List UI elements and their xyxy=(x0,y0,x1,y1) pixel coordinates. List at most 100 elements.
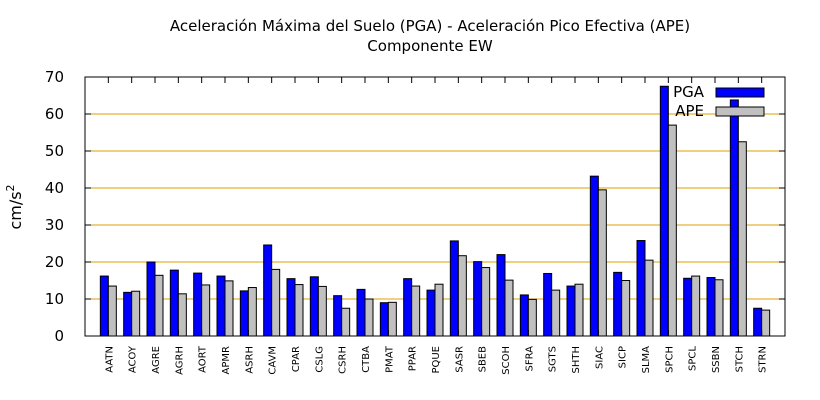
bar-ape-aort xyxy=(201,284,211,337)
bar-pga-spcl xyxy=(683,277,693,337)
bar-pga-sicp xyxy=(613,271,623,337)
bar-pga-acoy xyxy=(123,291,133,337)
x-tick-label: SIAC xyxy=(594,346,605,369)
y-tick-label: 50 xyxy=(45,142,64,160)
y-tick-label: 20 xyxy=(45,253,64,271)
x-ticks: AATN ACOY AGRE AGRH AORT APMR ASRH CAVM CPAR CSLG… xyxy=(104,77,769,375)
x-tick-label: CPAR xyxy=(291,346,302,372)
bar-pga-asrh xyxy=(239,290,249,337)
x-tick-label: ACOY xyxy=(128,345,139,373)
bar-pga-apmr xyxy=(216,275,226,337)
bar-pga-sbeb xyxy=(473,261,483,337)
bar-pga-sgts xyxy=(543,272,553,337)
x-tick-label: PPAR xyxy=(408,346,419,371)
bar-pga-ctba xyxy=(356,288,366,337)
bar-pga-strn xyxy=(753,307,763,337)
bar-pga-agre xyxy=(146,261,156,337)
x-tick-label: PMAT xyxy=(384,345,395,373)
bar-ape-strn xyxy=(761,309,771,337)
y-axis-label-base: cm/s xyxy=(6,191,25,229)
bar-pga-pque xyxy=(426,289,436,337)
x-tick-label: CSLG xyxy=(314,346,325,373)
chart-title: Aceleración Máxima del Suelo (PGA) - Ace… xyxy=(170,17,690,35)
bar-ape-pque xyxy=(434,283,444,337)
bar-ape-cslg xyxy=(317,285,327,337)
x-tick-label: SLMA xyxy=(641,346,652,374)
x-tick-label: SBEB xyxy=(478,346,489,373)
bar-ape-apmr xyxy=(224,280,234,337)
x-tick-label: STRN xyxy=(758,346,769,373)
bar-pga-sasr xyxy=(449,240,459,337)
x-tick-label: STCH xyxy=(734,346,745,372)
bar-ape-acoy xyxy=(131,290,141,337)
gridlines xyxy=(85,113,785,300)
y-axis-label: cm/s2 xyxy=(4,184,25,229)
bar-pga-ppar xyxy=(403,278,413,337)
plot-frame xyxy=(84,76,786,337)
bar-pga-stch xyxy=(729,99,739,337)
bar-ape-agre xyxy=(154,274,164,337)
bar-pga-slma xyxy=(636,240,646,337)
x-tick-label: SSBN xyxy=(711,346,722,373)
bar-ape-pmat xyxy=(387,301,397,337)
bar-ape-shth xyxy=(574,283,584,337)
bar-ape-siac xyxy=(597,189,607,337)
bar-ape-aatn xyxy=(107,285,117,337)
bar-ape-spch xyxy=(667,124,677,337)
x-tick-label: SPCL xyxy=(688,346,699,371)
y-ticks: 0 10 20 30 40 50 60 70 xyxy=(45,68,785,345)
bar-pga-siac xyxy=(589,175,599,337)
bar-ape-scoh xyxy=(504,279,514,337)
bar-ape-asrh xyxy=(247,287,257,337)
chart-subtitle: Componente EW xyxy=(367,37,493,55)
x-tick-label: SGTS xyxy=(548,346,559,372)
bar-pga-scoh xyxy=(496,254,506,337)
x-tick-label: AGRH xyxy=(174,346,185,375)
bar-pga-spch xyxy=(659,85,669,337)
y-tick-label: 0 xyxy=(54,327,64,345)
bar-pga-csrh xyxy=(333,295,343,337)
bar-ape-sicp xyxy=(621,280,631,337)
bar-pga-pmat xyxy=(379,302,389,337)
bar-ape-slma xyxy=(644,259,654,337)
bar-pga-cslg xyxy=(309,276,319,337)
bar-ape-cpar xyxy=(294,284,304,337)
x-tick-label: APMR xyxy=(221,346,232,374)
bar-ape-cavm xyxy=(271,268,281,337)
bar-pga-cpar xyxy=(286,278,296,337)
bar-ape-stch xyxy=(737,141,747,337)
x-tick-label: SFRA xyxy=(524,346,535,372)
x-tick-label: CAVM xyxy=(268,346,279,375)
bar-pga-shth xyxy=(566,285,576,337)
bar-pga-cavm xyxy=(263,244,273,337)
bar-pga-sfra xyxy=(519,294,529,337)
bars xyxy=(99,85,771,337)
y-tick-label: 40 xyxy=(45,179,64,197)
legend-swatch-pga xyxy=(715,87,765,98)
x-tick-label: SCOH xyxy=(501,346,512,375)
legend-label-pga: PGA xyxy=(673,83,705,101)
x-tick-label: AORT xyxy=(198,345,209,373)
bar-pga-agrh xyxy=(169,269,179,337)
y-tick-label: 70 xyxy=(45,68,64,86)
bar-ape-ctba xyxy=(364,298,374,337)
x-tick-label: PQUE xyxy=(431,346,442,374)
x-tick-label: AGRE xyxy=(151,346,162,374)
x-tick-label: SHTH xyxy=(571,346,582,374)
x-tick-label: CTBA xyxy=(361,346,372,373)
bar-pga-aatn xyxy=(99,275,109,337)
x-tick-label: AATN xyxy=(104,346,115,373)
y-tick-label: 60 xyxy=(45,105,64,123)
bar-ape-csrh xyxy=(341,307,351,337)
bar-ape-ssbn xyxy=(714,279,724,337)
legend-label-ape: APE xyxy=(675,102,704,120)
y-tick-label: 30 xyxy=(45,216,64,234)
x-tick-label: SASR xyxy=(454,346,465,373)
y-tick-label: 10 xyxy=(45,290,64,308)
x-tick-label: SPCH xyxy=(664,346,675,373)
x-tick-label: ASRH xyxy=(244,346,255,374)
bar-pga-ssbn xyxy=(706,277,716,337)
bar-ape-sfra xyxy=(527,298,537,337)
